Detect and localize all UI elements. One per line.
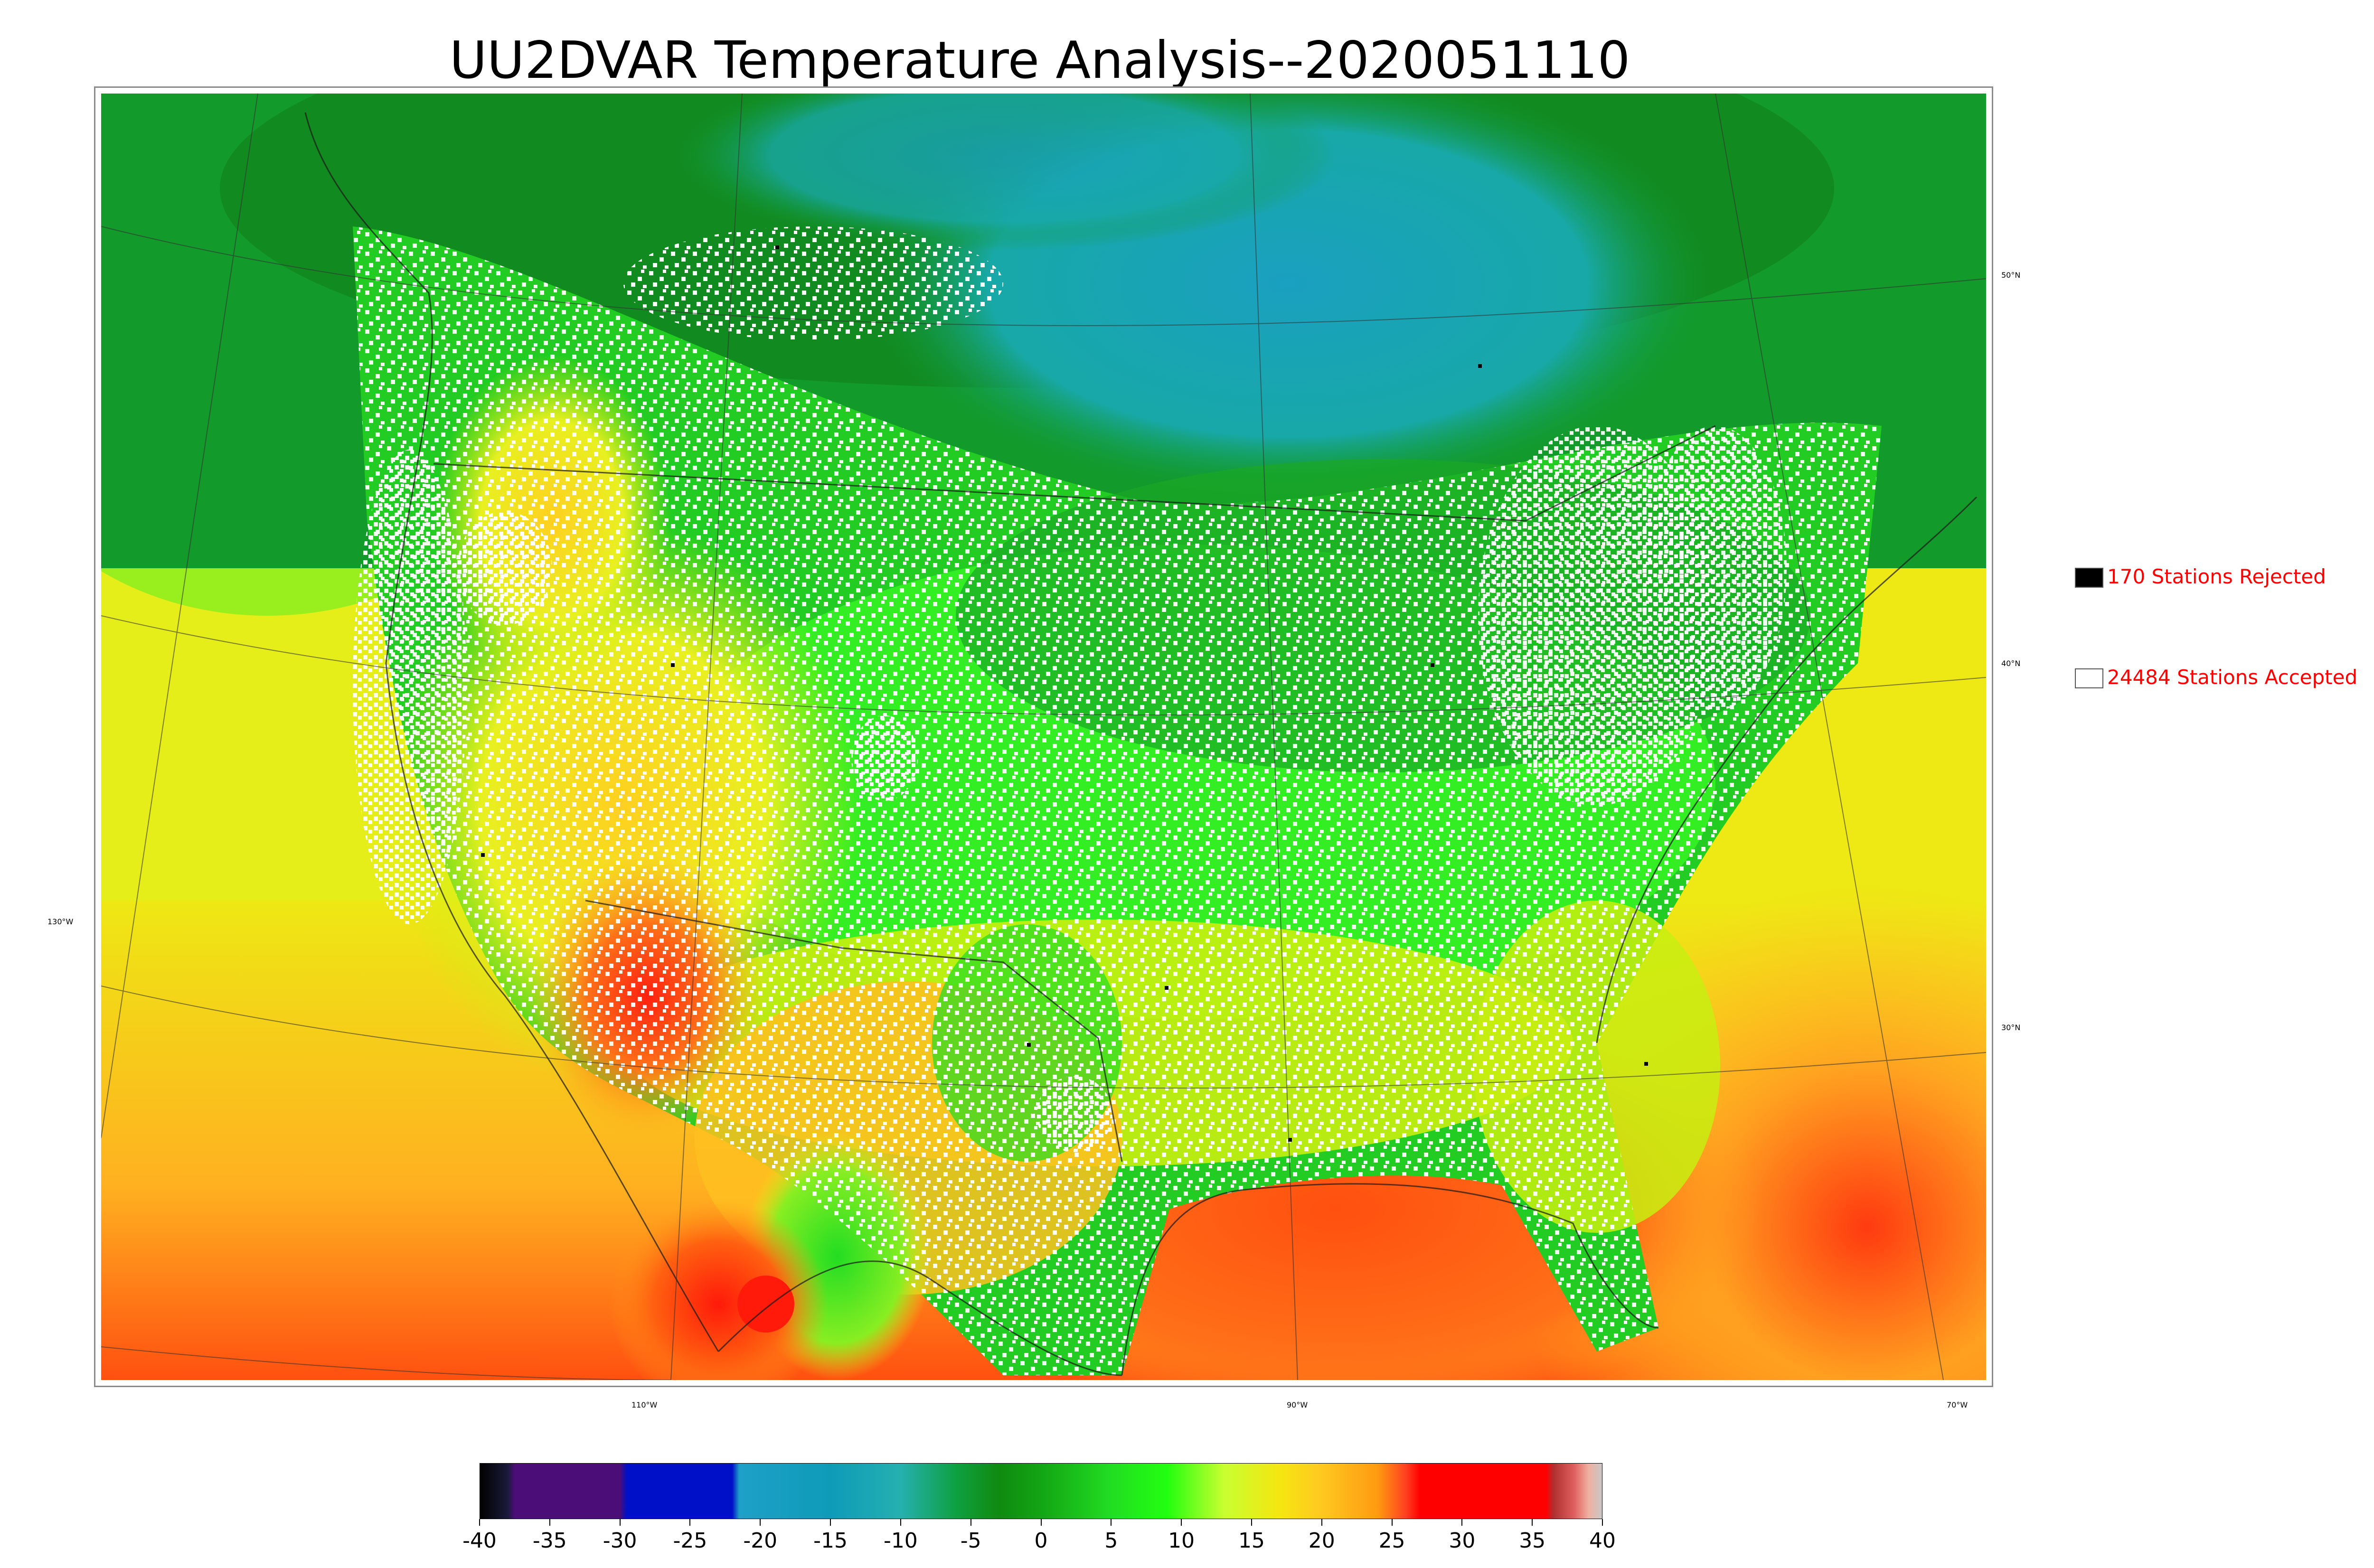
lon-label-90: 90°W [1287,1400,1308,1409]
colorbar-tick-mark [689,1519,691,1526]
lon-label-110: 110°W [631,1400,658,1409]
accepted-swatch [2075,668,2103,688]
colorbar-tick-label: 20 [1308,1529,1335,1553]
colorbar-tick-label: 5 [1104,1529,1118,1553]
colorbar-tick-mark [830,1519,831,1526]
colorbar-tick-mark [1181,1519,1182,1526]
temperature-map [101,94,1986,1380]
colorbar-tick-label: -40 [462,1529,497,1553]
lon-label-70: 70°W [1947,1400,1968,1409]
colorbar-tick-label: 15 [1238,1529,1265,1553]
colorbar-tick-label: 40 [1589,1529,1616,1553]
colorbar-tick-label: 10 [1168,1529,1195,1553]
graticule [101,94,1986,1380]
rejected-label: 170 Stations Rejected [2107,565,2326,588]
temperature-colorbar [480,1463,1602,1519]
rejected-stations [481,245,1648,1142]
map-title: UU2DVAR Temperature Analysis--2020051110 [449,31,1630,90]
colorbar-tick-label: -20 [743,1529,778,1553]
colorbar-tick-label: 25 [1378,1529,1405,1553]
colorbar-tick-mark [900,1519,901,1526]
colorbar-tick-label: -25 [673,1529,707,1553]
colorbar-tick-mark [1251,1519,1252,1526]
colorbar-tick-mark [970,1519,971,1526]
colorbar-tick-mark [1461,1519,1463,1526]
lon-label-130: 130°W [47,917,74,926]
colorbar-tick-label: 35 [1519,1529,1546,1553]
colorbar-tick-mark [479,1519,480,1526]
colorbar-tick-mark [760,1519,761,1526]
colorbar-tick-mark [619,1519,621,1526]
colorbar-tick-mark [1040,1519,1042,1526]
colorbar-tick-label: -30 [603,1529,637,1553]
rejected-swatch [2075,568,2103,588]
accepted-label: 24484 Stations Accepted [2107,666,2358,689]
colorbar-tick-label: 30 [1449,1529,1476,1553]
colorbar-tick-mark [1391,1519,1393,1526]
colorbar-tick-mark [1321,1519,1322,1526]
colorbar-tick-label: -10 [883,1529,918,1553]
colorbar-tick-label: -15 [813,1529,848,1553]
lat-label-50: 50°N [2001,271,2021,280]
lat-label-40: 40°N [2001,659,2021,668]
colorbar-tick-mark [1111,1519,1112,1526]
colorbar-tick-label: -5 [960,1529,981,1553]
colorbar-tick-mark [1602,1519,1603,1526]
lat-label-30: 30°N [2001,1023,2021,1032]
colorbar-tick-label: -35 [532,1529,567,1553]
coastlines [304,112,1978,1376]
colorbar-tick-mark [549,1519,550,1526]
colorbar-tick-mark [1532,1519,1533,1526]
colorbar-tick-label: 0 [1034,1529,1048,1553]
